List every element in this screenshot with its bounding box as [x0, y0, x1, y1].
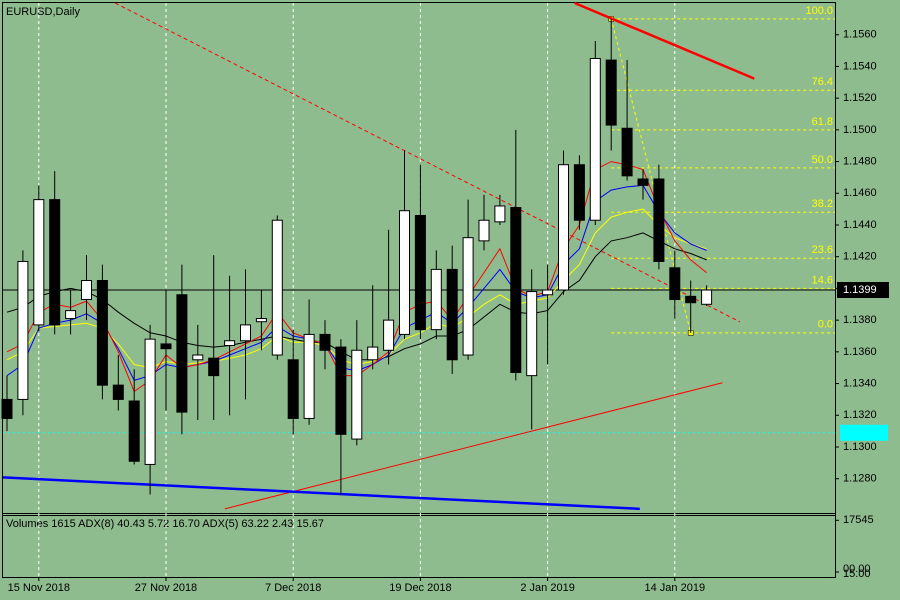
candle-body: [637, 178, 649, 186]
candle-body: [478, 219, 490, 242]
candle-body: [701, 289, 713, 305]
candle-body: [399, 210, 410, 335]
candle-body: [176, 294, 188, 413]
candle-body: [558, 164, 569, 291]
y-tick-label: 1.1460: [843, 187, 877, 199]
x-tick-label: 14 Jan 2019: [645, 582, 706, 594]
y-tick-label: 1.1280: [843, 473, 877, 485]
y-tick-label: 1.1520: [843, 92, 877, 104]
fib-label: 0.0: [818, 319, 833, 331]
x-tick-label: 27 Nov 2018: [135, 582, 197, 594]
x-tick-label: 7 Dec 2018: [265, 582, 321, 594]
y-tick-label: 15.00: [843, 568, 871, 580]
candle-body: [33, 199, 45, 326]
y-tick-label: 1.1560: [843, 29, 877, 41]
candle-body: [96, 279, 108, 386]
x-tick-label: 2 Jan 2019: [520, 582, 574, 594]
y-tick-label: 1.1380: [843, 314, 877, 326]
candle-body: [255, 318, 267, 323]
candle-body: [430, 268, 442, 331]
x-tick-label: 15 Nov 2018: [8, 582, 70, 594]
alert-box: [840, 424, 888, 441]
y-tick-label: 17545: [843, 514, 874, 526]
candle-body: [144, 338, 156, 465]
trendline: [114, 2, 741, 323]
candle-body: [653, 178, 665, 262]
candle-body: [669, 267, 681, 301]
candle-body: [271, 219, 283, 356]
candle-body: [49, 199, 61, 326]
candle-body: [367, 346, 379, 361]
y-tick-label: 1.1360: [843, 346, 877, 358]
y-tick-label: 1.1540: [843, 60, 877, 72]
candle-body: [589, 57, 601, 221]
candle-body: [65, 310, 77, 320]
candle-body: [446, 268, 458, 361]
fib-label: 38.2: [812, 198, 833, 210]
volume-panel-title: Volumes 1615 ADX(8) 40.43 5.72 16.70 ADX…: [6, 518, 324, 530]
price-label: 1.1399: [843, 284, 877, 296]
candle-body: [128, 400, 140, 462]
candle-body: [383, 319, 395, 351]
price-box: [837, 282, 889, 299]
candle-body: [319, 333, 331, 351]
candle-body: [112, 384, 124, 400]
fib-label: 100.0: [805, 5, 833, 17]
candle-body: [335, 346, 347, 435]
y-tick-label: 1.1340: [843, 377, 877, 389]
fib-label: 23.6: [812, 244, 833, 256]
chart-title: EURUSD,Daily: [6, 6, 80, 18]
candle-body: [351, 349, 363, 440]
candle-body: [160, 343, 172, 350]
x-tick-label: 19 Dec 2018: [389, 582, 451, 594]
fib-label: 61.8: [812, 116, 833, 128]
fib-label: 50.0: [812, 154, 833, 166]
fib-label: 14.6: [812, 274, 833, 286]
y-tick-label: 1.1440: [843, 219, 877, 231]
candle-body: [192, 354, 204, 361]
y-tick-label: 00.00: [843, 563, 871, 575]
y-tick-label: 1.1300: [843, 441, 877, 453]
trendline: [2, 476, 640, 511]
y-tick-label: 1.1500: [843, 124, 877, 136]
candle-body: [573, 164, 585, 221]
candle-body: [462, 237, 474, 356]
candle-body: [510, 207, 522, 373]
candle-body: [240, 324, 251, 342]
candle-body: [414, 214, 426, 331]
candle-body: [303, 333, 315, 419]
candle-body: [81, 279, 92, 301]
candle-body: [1, 398, 13, 419]
candle-body: [208, 357, 220, 377]
candle-body: [605, 59, 617, 126]
trendline: [224, 382, 723, 510]
candle-body: [494, 205, 506, 223]
y-tick-label: 1.1420: [843, 251, 877, 263]
y-tick-label: 1.1480: [843, 155, 877, 167]
candle-body: [526, 291, 538, 377]
candle-body: [17, 260, 29, 400]
frame: [2, 2, 836, 578]
y-tick-label: 1.1320: [843, 409, 877, 421]
trendline: [574, 1, 755, 80]
candle-body: [224, 340, 236, 347]
candle-body: [621, 127, 633, 177]
candle-body: [542, 289, 554, 296]
fib-label: 76.4: [812, 76, 833, 88]
candle-body: [287, 359, 299, 419]
candle-body: [685, 295, 697, 304]
